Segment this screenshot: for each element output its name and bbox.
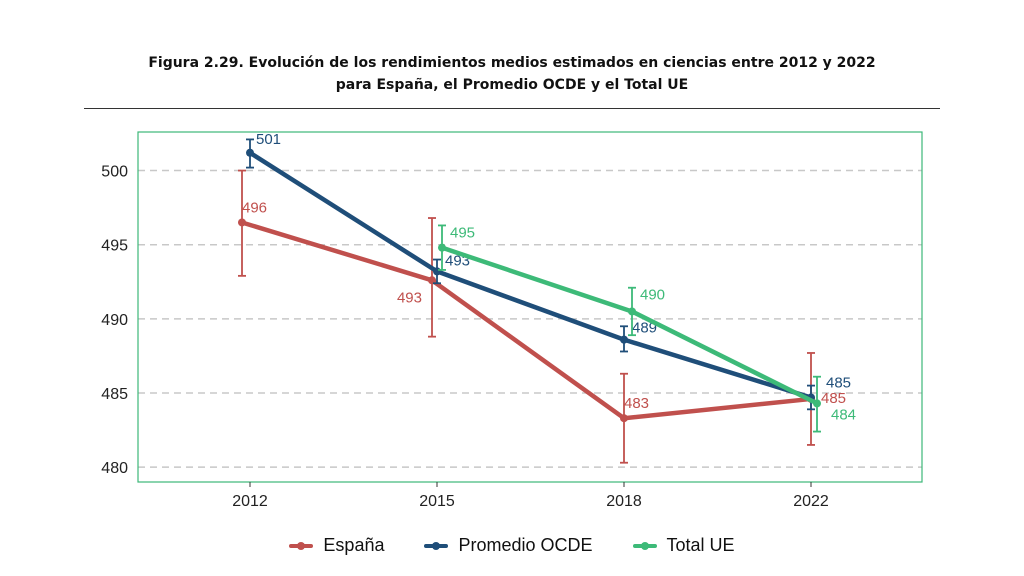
- data-label-espana-2018: 483: [624, 395, 649, 412]
- y-tick-label-495: 495: [101, 238, 128, 255]
- legend-swatch-total-ue: [632, 541, 657, 550]
- y-tick-label-485: 485: [101, 386, 128, 403]
- point-espana-2018: [620, 414, 628, 423]
- chart-legend: España Promedio OCDE Total UE: [0, 535, 1024, 556]
- figure-title-line-2: para España, el Promedio OCDE y el Total…: [335, 77, 689, 93]
- legend-swatch-promedio-ocde: [424, 541, 449, 550]
- series-line-espana: [241, 220, 812, 421]
- point-promedio-ocde-2012: [246, 148, 254, 157]
- legend-item-promedio-ocde: Promedio OCDE: [424, 535, 593, 556]
- x-tick-label-2018: 2018: [606, 493, 642, 510]
- plot-frame: [137, 131, 923, 483]
- series-line-promedio-ocde: [248, 150, 812, 400]
- y-tick-label-480: 480: [101, 460, 128, 477]
- figure-title-line-1: Figura 2.29. Evolución de los rendimient…: [148, 55, 876, 71]
- legend-label-promedio-ocde: Promedio OCDE: [458, 535, 593, 555]
- legend-item-total-ue: Total UE: [632, 535, 735, 556]
- data-label-total-ue-2022: 484: [831, 406, 856, 423]
- y-tick-label-490: 490: [101, 312, 128, 329]
- data-label-espana-2012: 496: [242, 199, 267, 216]
- y-tick-label-500: 500: [101, 164, 128, 181]
- x-tick-label-2022: 2022: [793, 493, 829, 510]
- data-label-promedio-ocde-2018: 489: [632, 320, 657, 337]
- point-total-ue-2022: [813, 399, 821, 408]
- legend-item-espana: España: [289, 535, 384, 556]
- figure-title: Figura 2.29. Evolución de los rendimient…: [0, 52, 1024, 96]
- data-label-espana-2022: 485: [821, 390, 846, 407]
- point-espana-2012: [238, 218, 246, 227]
- point-promedio-ocde-2018: [620, 335, 628, 344]
- legend-label-espana: España: [323, 535, 385, 555]
- point-total-ue-2018: [628, 307, 636, 316]
- data-label-promedio-ocde-2022: 485: [826, 374, 851, 391]
- legend-swatch-espana: [289, 541, 314, 550]
- data-label-total-ue-2018: 490: [640, 286, 665, 303]
- legend-label-total-ue: Total UE: [666, 535, 735, 555]
- point-promedio-ocde-2015: [433, 267, 441, 276]
- point-total-ue-2015: [438, 243, 446, 252]
- title-divider: [84, 108, 940, 109]
- x-tick-label-2015: 2015: [419, 493, 455, 510]
- data-label-promedio-ocde-2012: 501: [256, 131, 281, 148]
- x-tick-label-2012: 2012: [232, 493, 268, 510]
- data-label-total-ue-2015: 495: [450, 225, 475, 242]
- point-espana-2015: [428, 276, 436, 285]
- data-label-espana-2015: 493: [397, 289, 422, 306]
